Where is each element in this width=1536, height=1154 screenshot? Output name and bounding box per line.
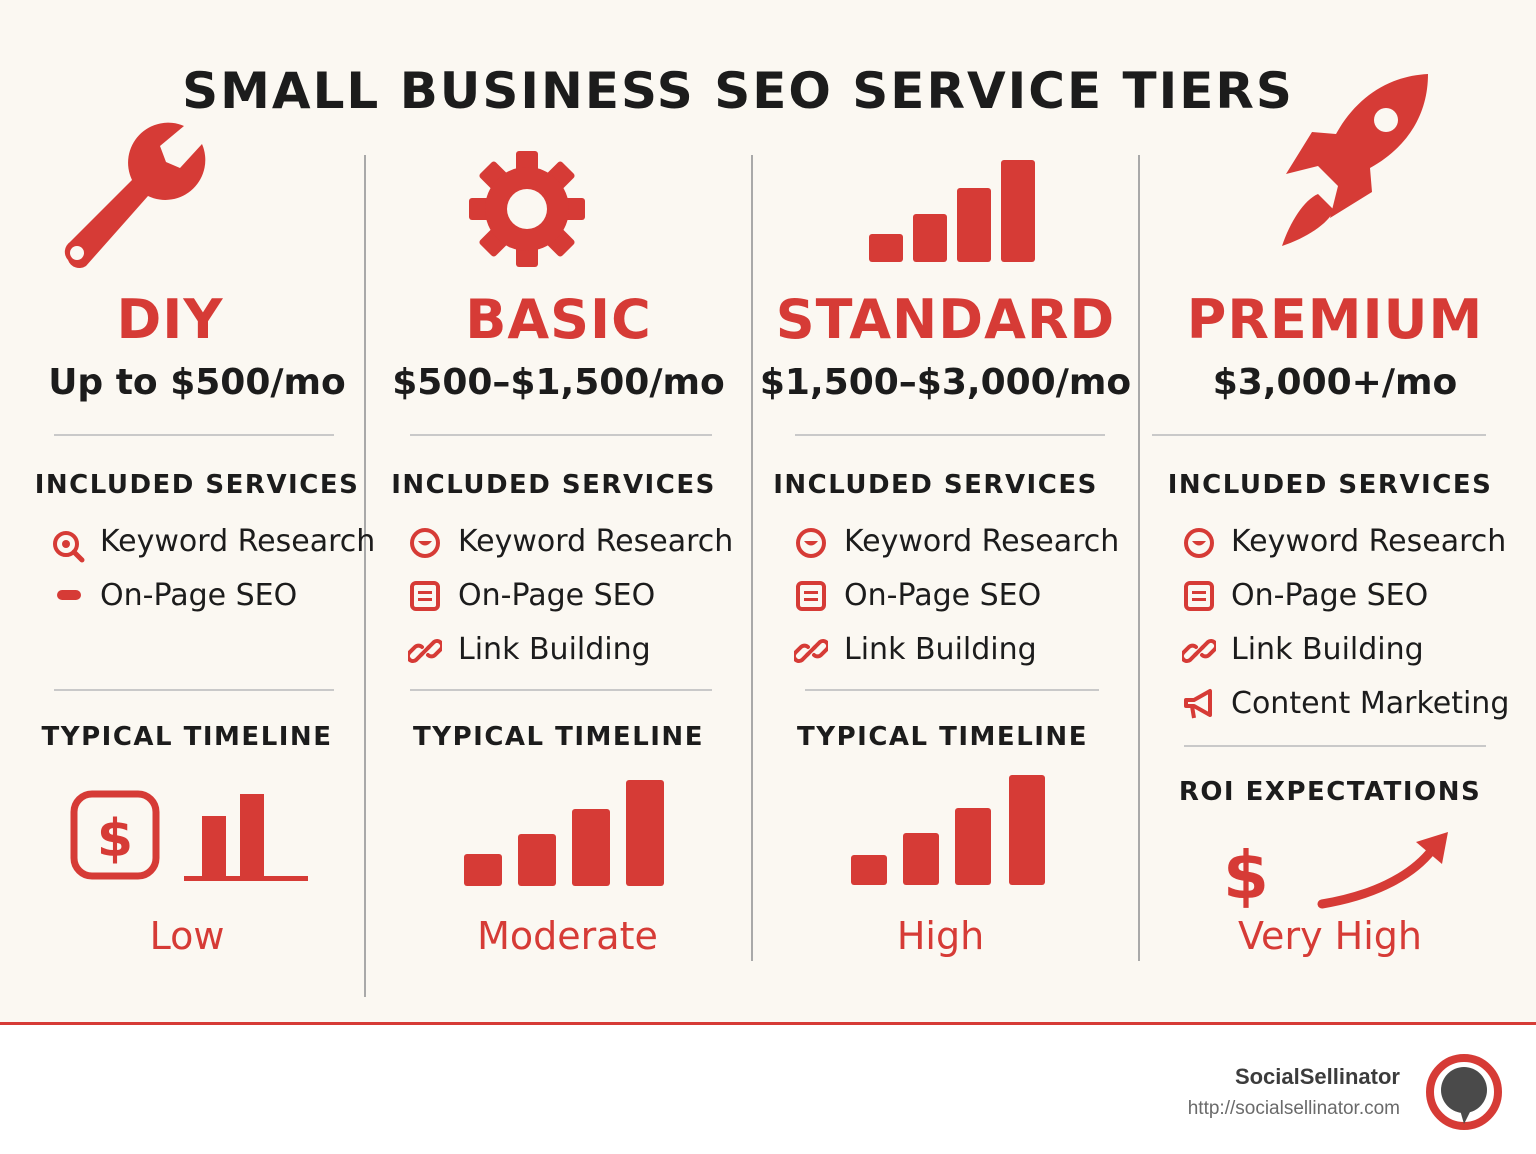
- section-heading: ROI EXPECTATIONS: [1178, 777, 1482, 807]
- bar-chart-icon: [869, 160, 1035, 262]
- divider: [54, 689, 334, 691]
- divider: [1152, 434, 1486, 436]
- target-icon: [796, 528, 826, 558]
- wrench-icon: [64, 122, 206, 269]
- target-icon: [410, 528, 440, 558]
- tier-name: DIY: [116, 288, 224, 351]
- service-item: Link Building: [844, 632, 1037, 667]
- brand-name: SocialSellinator: [1234, 1064, 1400, 1089]
- service-item: Link Building: [1231, 632, 1424, 667]
- link-icon: [408, 639, 442, 663]
- divider: [805, 689, 1099, 691]
- divider: [410, 434, 712, 436]
- tier-level: High: [896, 914, 985, 958]
- page-icon: [410, 581, 440, 611]
- dollar-growth-icon: $: [1223, 832, 1448, 912]
- service-item: Keyword Research: [100, 524, 376, 559]
- tier-price: $3,000+/mo: [1212, 362, 1458, 403]
- brand-url[interactable]: http://socialsellinator.com: [1187, 1098, 1400, 1119]
- link-icon: [794, 639, 828, 663]
- bar-chart-icon: [851, 775, 1045, 885]
- tier-level: Low: [149, 914, 225, 958]
- service-item: Content Marketing: [1231, 686, 1510, 721]
- tier-level: Very High: [1238, 914, 1422, 958]
- column-divider: [364, 155, 366, 997]
- search-icon: [53, 531, 85, 563]
- divider: [410, 689, 712, 691]
- page-icon: [1184, 581, 1214, 611]
- service-item: Link Building: [458, 632, 651, 667]
- service-item: On-Page SEO: [100, 578, 298, 613]
- divider: [54, 434, 334, 436]
- link-icon: [1182, 639, 1216, 663]
- section-heading: TYPICAL TIMELINE: [413, 722, 704, 752]
- dash-icon: [57, 590, 81, 600]
- page-icon: [796, 581, 826, 611]
- tier-card-basic: BASIC $500–$1,500/mo INCLUDED SERVICES K…: [366, 0, 751, 1020]
- section-heading: TYPICAL TIMELINE: [41, 722, 333, 752]
- service-item: Keyword Research: [1231, 524, 1507, 559]
- gear-icon: [469, 151, 585, 267]
- section-heading: INCLUDED SERVICES: [34, 470, 360, 500]
- service-item: Keyword Research: [458, 524, 734, 559]
- service-item: Keyword Research: [844, 524, 1120, 559]
- megaphone-icon: [1184, 689, 1212, 719]
- service-item: On-Page SEO: [1231, 578, 1429, 613]
- tier-name: PREMIUM: [1186, 288, 1484, 351]
- section-heading: INCLUDED SERVICES: [391, 470, 716, 500]
- tier-price: $1,500–$3,000/mo: [759, 362, 1132, 403]
- tier-card-diy: DIY Up to $500/mo INCLUDED SERVICES Keyw…: [30, 0, 375, 1020]
- tier-name: STANDARD: [775, 288, 1116, 351]
- chat-bubble-logo-icon: [1426, 1054, 1502, 1130]
- tier-name: BASIC: [465, 288, 652, 351]
- column-divider: [1138, 155, 1140, 961]
- dollar-chart-icon: $: [70, 790, 308, 881]
- service-item: On-Page SEO: [844, 578, 1042, 613]
- svg-text:$: $: [1223, 837, 1269, 912]
- bar-chart-icon: [464, 780, 664, 886]
- tier-card-premium: PREMIUM $3,000+/mo INCLUDED SERVICES Key…: [1140, 0, 1530, 1020]
- column-divider: [751, 155, 753, 961]
- section-heading: TYPICAL TIMELINE: [797, 722, 1088, 752]
- tier-level: Moderate: [477, 914, 658, 958]
- tier-card-standard: STANDARD $1,500–$3,000/mo INCLUDED SERVI…: [753, 0, 1138, 1020]
- footer-rule: [0, 1022, 1536, 1025]
- divider: [1184, 745, 1486, 747]
- tier-price: $500–$1,500/mo: [392, 362, 725, 403]
- section-heading: INCLUDED SERVICES: [1167, 470, 1493, 500]
- page-title: SMALL BUSINESS SEO SERVICE TIERS: [182, 62, 1294, 120]
- divider: [795, 434, 1105, 436]
- service-item: On-Page SEO: [458, 578, 656, 613]
- section-heading: INCLUDED SERVICES: [773, 470, 1098, 500]
- rocket-icon: [1282, 74, 1428, 246]
- tier-price: Up to $500/mo: [48, 362, 346, 403]
- footer: [0, 1025, 1536, 1154]
- target-icon: [1184, 528, 1214, 558]
- svg-text:$: $: [97, 809, 133, 869]
